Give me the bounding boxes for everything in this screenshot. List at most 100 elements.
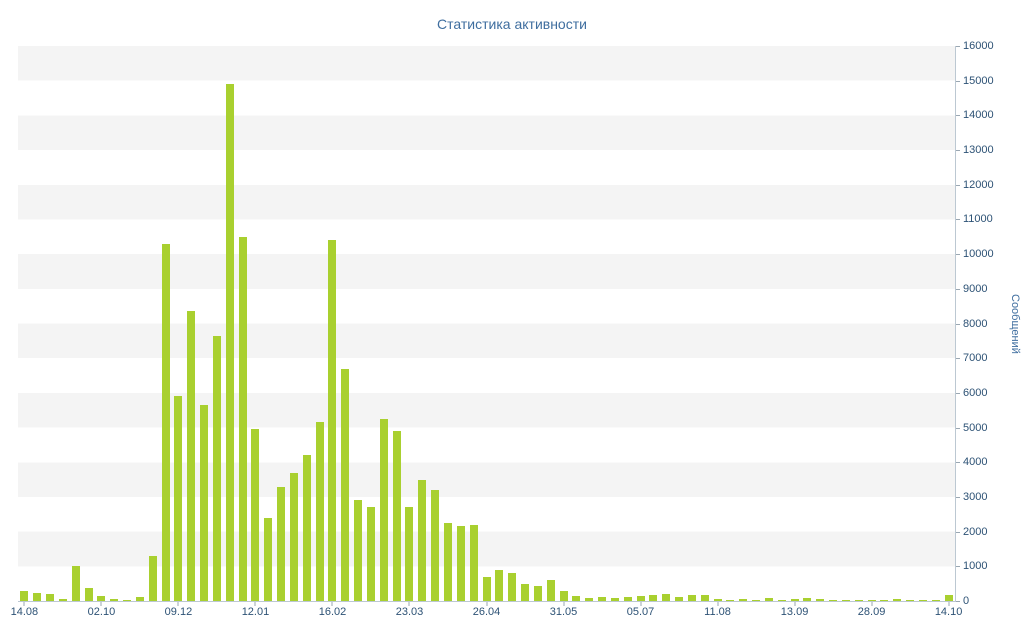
y-axis-tick-label: 7000 [963, 352, 988, 365]
bar [277, 486, 286, 601]
bar [726, 599, 735, 601]
x-axis-tick [23, 602, 25, 606]
bar [392, 431, 401, 601]
x-axis-tick-label: 28.09 [857, 606, 886, 618]
bar [264, 517, 273, 601]
bar [289, 472, 298, 601]
x-axis-tick [794, 602, 796, 606]
y-axis-tick-label: 11000 [963, 213, 993, 226]
bar [482, 576, 491, 601]
x-axis-tick [563, 602, 564, 606]
bar [841, 600, 850, 601]
x-axis-tick-label: 14.10 [934, 606, 963, 618]
y-axis-tick-label: 14000 [963, 109, 994, 122]
bar [662, 594, 671, 601]
bar [456, 526, 465, 601]
bar [97, 595, 106, 601]
x-axis-tick [408, 602, 410, 606]
bar [443, 522, 452, 601]
bar [135, 596, 144, 601]
bar [161, 243, 170, 601]
bar [803, 597, 812, 601]
bar [405, 507, 414, 601]
y-axis-tick-label: 12000 [963, 178, 994, 191]
x-axis-tick [331, 602, 333, 606]
y-axis-tick [956, 462, 960, 464]
bar [238, 236, 247, 601]
y-axis-tick-label: 9000 [963, 282, 988, 295]
bar [906, 600, 915, 601]
x-axis-tick-label: 31.05 [549, 606, 578, 618]
y-axis-tick-label: 4000 [963, 456, 988, 469]
y-axis-tick [956, 288, 960, 290]
y-axis-tick-label: 8000 [963, 317, 988, 330]
bar [354, 500, 363, 601]
y-axis-tick [956, 427, 960, 429]
bar [649, 594, 658, 601]
bar [700, 594, 709, 601]
bar [713, 598, 722, 601]
x-axis-tick-label: 11.08 [704, 606, 731, 618]
x-axis-tick [100, 602, 102, 606]
bar [379, 418, 388, 601]
y-axis-tick [956, 323, 960, 325]
x-axis-tick [871, 602, 873, 606]
chart-title: Статистика активности [437, 16, 587, 32]
y-axis-tick-label: 16000 [963, 40, 994, 52]
x-axis-tick [486, 602, 487, 606]
x-axis-tick-label: 13.09 [780, 606, 809, 618]
y-axis-tick [956, 601, 960, 602]
bar [431, 490, 440, 601]
y-axis-tick [956, 531, 960, 533]
bar [46, 594, 55, 601]
y-axis-tick-label: 2000 [963, 525, 988, 538]
bar [341, 368, 350, 601]
bar [251, 429, 260, 601]
x-axis-tick-label: 02.10 [87, 606, 116, 618]
bar [200, 405, 209, 601]
bar [84, 587, 93, 601]
y-axis-tick-label: 5000 [963, 421, 988, 434]
bar [58, 598, 67, 601]
y-axis-tick [956, 496, 960, 498]
x-axis-tick [717, 602, 719, 606]
y-axis-tick [956, 184, 960, 186]
bar [739, 599, 748, 601]
bar [521, 583, 529, 601]
y-axis-tick [956, 150, 960, 152]
y-axis-tick [956, 115, 960, 117]
bar [752, 599, 761, 601]
bar [687, 595, 696, 601]
y-axis-tick [956, 80, 960, 82]
bar [418, 479, 427, 601]
bar [225, 84, 234, 601]
x-axis-tick [254, 602, 256, 606]
y-axis-tick [956, 566, 960, 568]
bar [675, 596, 684, 601]
y-axis-tick-label: 10000 [963, 248, 994, 261]
y-axis-tick [956, 254, 960, 256]
bar [777, 599, 786, 601]
bar [816, 599, 825, 601]
y-axis-tick [956, 358, 960, 360]
bar [636, 595, 645, 601]
y-axis-tick-label: 3000 [963, 490, 988, 503]
bar [302, 455, 311, 601]
y-axis-tick [956, 46, 960, 47]
bar [880, 599, 889, 601]
bar [148, 555, 157, 601]
y-axis-tick [956, 392, 960, 394]
y-axis-tick-label: 1000 [963, 560, 988, 573]
bar [20, 591, 29, 601]
bar [829, 599, 838, 601]
x-axis-tick-label: 14.08 [10, 606, 39, 618]
bar [328, 240, 337, 601]
bar [585, 597, 594, 601]
bar [174, 396, 183, 601]
y-axis-tick-label: 6000 [963, 386, 988, 399]
bar [944, 594, 953, 601]
plot-area [18, 46, 956, 602]
y-axis-tick [956, 219, 960, 221]
bar [931, 599, 940, 601]
